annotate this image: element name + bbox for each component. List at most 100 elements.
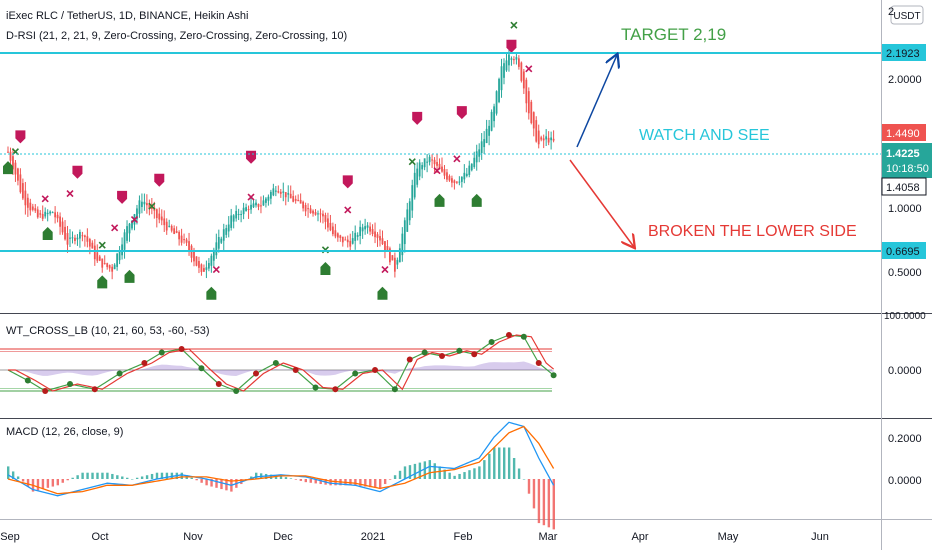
buy-signal-marker (42, 226, 53, 240)
macd-histogram-bar (498, 447, 501, 479)
lower-level-tag (882, 242, 926, 259)
candle-body (545, 136, 548, 140)
macd-histogram-bar (165, 472, 169, 479)
macd-histogram-bar (383, 479, 387, 485)
macd-histogram-bar (473, 468, 476, 479)
macd-histogram-bar (274, 475, 278, 479)
candle-body (498, 78, 500, 103)
sell-signal-marker (506, 39, 517, 53)
candle-body (272, 188, 275, 196)
candle-body (438, 163, 441, 170)
candle-body (56, 214, 59, 219)
candle-body (41, 213, 44, 219)
candle-body (51, 212, 54, 214)
candle-body (448, 175, 451, 181)
macd-histogram-bar (61, 479, 64, 483)
macd-histogram-bar (448, 472, 451, 479)
sell-signal-marker (15, 130, 26, 144)
candle-body (344, 239, 347, 241)
wt-cross-dot (352, 370, 359, 377)
countdown-text: 10:18:50 (886, 163, 929, 175)
macd-histogram-bar (433, 463, 436, 479)
candle-body (381, 238, 384, 245)
cross-marker (344, 206, 352, 214)
candle-body (460, 176, 463, 182)
candle-body (284, 192, 287, 198)
macd-histogram-bar (552, 479, 555, 530)
broken-annotation[interactable]: BROKEN THE LOWER SIDE (648, 223, 857, 240)
candle-body (527, 91, 530, 114)
wt-cross-legend[interactable]: WT_CROSS_LB (10, 21, 60, 53, -60, -53) (6, 325, 210, 337)
macd-histogram-bar (359, 479, 362, 486)
candle-body (441, 166, 443, 172)
macd-histogram-bar (255, 472, 258, 479)
candle-body (54, 212, 57, 218)
up-arrow-drawing[interactable] (576, 55, 617, 148)
candle-body (289, 193, 292, 199)
candle-body (103, 263, 106, 265)
watch-annotation[interactable]: WATCH AND SEE (639, 127, 770, 144)
candle-body (145, 203, 148, 206)
macd-histogram-bar (155, 472, 159, 479)
currency-badge[interactable] (890, 5, 924, 25)
candle-body (200, 264, 203, 272)
candle-body (76, 237, 79, 240)
candle-body (210, 255, 213, 266)
candle-body (163, 218, 166, 226)
candle-body (287, 193, 290, 195)
candle-body (297, 199, 300, 201)
macd-histogram-bar (379, 479, 382, 489)
macd-histogram-bar (36, 479, 40, 491)
candle-body (155, 209, 158, 219)
candle-body (532, 112, 535, 129)
candle-body (7, 151, 9, 153)
candle-body (242, 207, 245, 215)
candle-body (336, 233, 339, 238)
macd-histogram-bar (309, 479, 312, 483)
candle-body (547, 137, 550, 143)
time-axis-label: 2021 (361, 531, 385, 543)
macd-line (7, 421, 555, 497)
candle-body (408, 201, 411, 221)
candle-body (324, 215, 327, 222)
candle-body (485, 128, 488, 144)
candle-body (277, 191, 280, 193)
down-arrow-drawing[interactable] (569, 159, 634, 247)
macd-histogram-bar (210, 479, 213, 487)
macd-histogram-bar (111, 473, 114, 479)
macd-histogram-bar (160, 472, 164, 479)
wt-cross-dot (198, 365, 205, 372)
candle-body (386, 246, 389, 251)
candle-body (503, 63, 505, 78)
macd-legend[interactable]: MACD (12, 26, close, 9) (6, 426, 123, 438)
candle-body (173, 228, 176, 234)
macd-histogram-bar (304, 479, 307, 483)
candle-body (379, 236, 381, 241)
candle-body (66, 233, 69, 245)
macd-histogram-bar (369, 479, 372, 488)
candle-body (389, 248, 391, 263)
candle-body (116, 253, 119, 267)
candle-body (490, 111, 493, 131)
cross-marker (111, 224, 119, 232)
candle-body (79, 231, 81, 239)
candle-body (542, 138, 545, 141)
candle-body (465, 173, 468, 177)
macd-histogram-bar (11, 471, 15, 479)
candle-body (369, 226, 371, 232)
time-axis[interactable]: Sep Oct Nov Dec 2021 Feb Mar Apr May Jun (0, 531, 829, 543)
candle-body (393, 257, 396, 272)
candle-body (520, 62, 523, 81)
candle-body (451, 178, 453, 183)
candle-body (493, 106, 495, 122)
candle-body (480, 141, 483, 154)
candle-body (508, 54, 510, 66)
candle-body (36, 209, 39, 218)
macd-histogram-bar (468, 470, 471, 479)
candle-body (227, 224, 230, 232)
target-annotation[interactable]: TARGET 2,19 (621, 25, 726, 44)
symbol-title[interactable]: iExec RLC / TetherUS, 1D, BINANCE, Heiki… (6, 10, 249, 22)
candle-body (252, 203, 255, 208)
d-rsi-legend[interactable]: D-RSI (21, 2, 21, 9, Zero-Crossing, Zero… (6, 30, 347, 42)
